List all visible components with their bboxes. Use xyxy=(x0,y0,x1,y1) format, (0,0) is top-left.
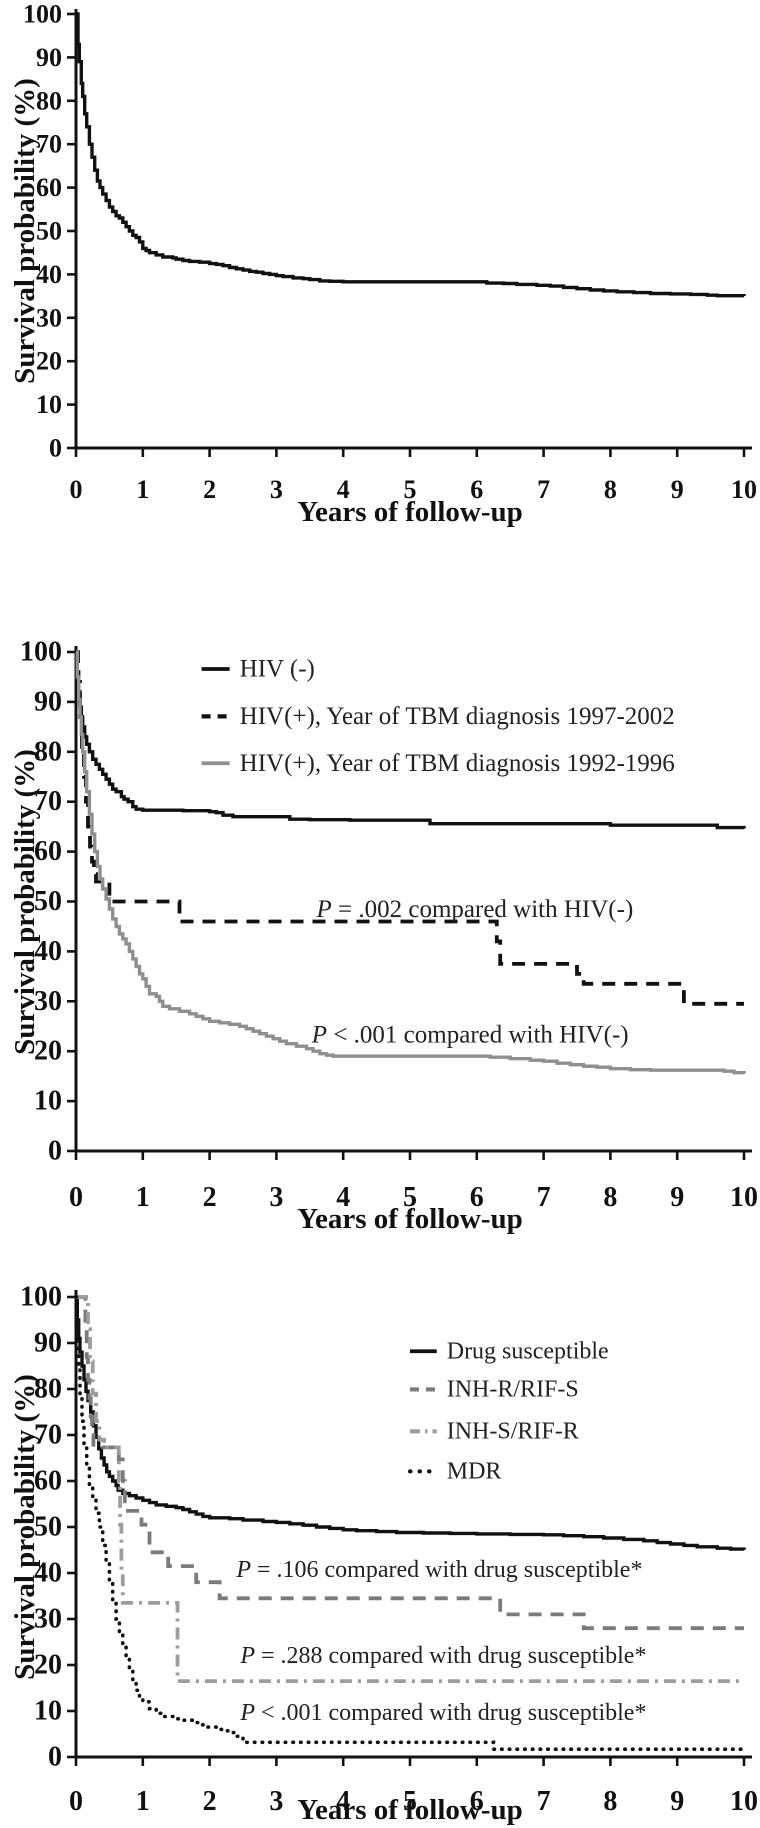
y-tick-label: 50 xyxy=(34,1512,62,1543)
x-tick-label: 8 xyxy=(603,1786,617,1817)
y-tick-label: 100 xyxy=(23,0,62,29)
y-tick-label: 80 xyxy=(34,736,62,767)
x-tick-label: 9 xyxy=(670,1786,684,1817)
series-hiv- xyxy=(75,650,746,830)
x-axis-title-panel3: Years of follow-up xyxy=(297,1794,523,1826)
y-tick-label: 70 xyxy=(34,786,62,817)
x-tick-label: 5 xyxy=(403,1786,417,1817)
y-tick-label: 10 xyxy=(34,1086,62,1117)
x-tick-label: 1 xyxy=(136,1786,150,1817)
legend-label: INH-S/RIF-R xyxy=(447,1418,579,1444)
legend-label: Drug susceptible xyxy=(447,1338,609,1364)
y-tick-label: 40 xyxy=(36,260,62,289)
y-tick-label: 0 xyxy=(48,1742,62,1773)
y-axis-title-panel3: Survival probability (%) xyxy=(9,1374,41,1680)
y-tick-label: 70 xyxy=(34,1420,62,1451)
x-tick-label: 7 xyxy=(537,1786,551,1817)
legend-label: HIV(+), Year of TBM diagnosis 1997-2002 xyxy=(240,703,675,730)
x-tick-label: 8 xyxy=(604,475,617,504)
y-tick-label: 0 xyxy=(48,1136,62,1167)
y-tick-label: 100 xyxy=(20,637,62,668)
y-tick-label: 30 xyxy=(36,303,62,332)
y-tick-label: 20 xyxy=(34,1036,62,1067)
y-axis-title-panel1: Survival probability (%) xyxy=(9,78,41,384)
x-tick-label: 1 xyxy=(136,475,149,504)
y-tick-label: 30 xyxy=(34,986,62,1017)
legend-label: HIV(+), Year of TBM diagnosis 1992-1996 xyxy=(240,750,675,777)
x-axis-title-panel1: Years of follow-up xyxy=(297,496,523,528)
x-tick-label: 7 xyxy=(537,1182,551,1213)
y-tick-label: 20 xyxy=(36,347,62,376)
y-tick-label: 90 xyxy=(34,1328,62,1359)
x-tick-label: 1 xyxy=(136,1182,150,1213)
survival-chart-hiv-status: 0 10 20 30 40 50 60 70 80 90 100 0 1 2 3 4 5 6 7 8 9 10 HIV (-… xyxy=(20,637,758,1214)
x-tick-label: 0 xyxy=(70,475,83,504)
y-tick-label: 80 xyxy=(34,1374,62,1405)
y-tick-label: 50 xyxy=(34,886,62,917)
legend-label: MDR xyxy=(447,1458,502,1484)
x-tick-label: 6 xyxy=(470,1182,484,1213)
y-tick-label: 90 xyxy=(34,686,62,717)
x-tick-label: 2 xyxy=(203,1182,217,1213)
legend-label: INH-R/RIF-S xyxy=(447,1376,579,1402)
y-tick-label: 90 xyxy=(36,43,62,72)
x-tick-label: 5 xyxy=(403,1182,417,1213)
y-tick-label: 40 xyxy=(34,936,62,967)
y-tick-label: 60 xyxy=(36,173,62,202)
y-tick-label: 30 xyxy=(34,1604,62,1635)
x-tick-label: 10 xyxy=(730,1182,758,1213)
y-tick-label: 60 xyxy=(34,836,62,867)
x-tick-label: 9 xyxy=(670,1182,684,1213)
x-tick-label: 10 xyxy=(730,1786,758,1817)
p-value-annotation: P = .002 compared with HIV(-) xyxy=(315,895,633,922)
y-axis-title-panel2: Survival probability (%) xyxy=(9,749,41,1055)
y-tick-label: 20 xyxy=(34,1650,62,1681)
y-tick-label: 10 xyxy=(36,390,62,419)
y-tick-label: 80 xyxy=(36,86,62,115)
x-tick-label: 0 xyxy=(69,1182,83,1213)
x-tick-label: 4 xyxy=(336,1786,350,1817)
series-all-patients xyxy=(76,12,746,298)
legend-label: HIV (-) xyxy=(240,655,315,682)
x-tick-label: 3 xyxy=(269,1182,283,1213)
p-value-annotation: P < .001 compared with HIV(-) xyxy=(311,1021,629,1048)
y-tick-label: 50 xyxy=(36,217,62,246)
x-tick-label: 4 xyxy=(336,1182,350,1213)
x-tick-label: 6 xyxy=(470,1786,484,1817)
p-value-annotation: P = .106 compared with drug susceptible* xyxy=(235,1557,642,1583)
x-tick-label: 6 xyxy=(470,475,483,504)
x-tick-label: 2 xyxy=(203,475,216,504)
survival-chart-overall: 0 10 20 30 40 50 60 70 80 90 100 0 1 2 3 4 5 6 7 8 9 10 xyxy=(23,0,757,504)
x-axis-title-panel2: Years of follow-up xyxy=(297,1203,523,1235)
x-tick-label: 3 xyxy=(269,1786,283,1817)
y-tick-label: 40 xyxy=(34,1558,62,1589)
y-tick-label: 70 xyxy=(36,130,62,159)
p-value-annotation: P < .001 compared with drug susceptible* xyxy=(239,1700,646,1726)
x-tick-label: 4 xyxy=(337,475,350,504)
x-tick-label: 7 xyxy=(537,475,550,504)
series-mdr xyxy=(74,1295,746,1752)
series-inh-s-rif-r xyxy=(76,1295,744,1683)
y-tick-label: 0 xyxy=(49,434,62,463)
x-tick-label: 2 xyxy=(203,1786,217,1817)
x-tick-label: 10 xyxy=(731,475,757,504)
p-value-annotation: P = .288 compared with drug susceptible* xyxy=(239,1643,646,1669)
series-inh-r-rif-s xyxy=(76,1295,744,1631)
series-hiv-year-of-tbm-diagnosis-1992-1996 xyxy=(75,650,746,1075)
y-tick-label: 60 xyxy=(34,1466,62,1497)
x-tick-label: 0 xyxy=(69,1786,83,1817)
x-tick-label: 9 xyxy=(671,475,684,504)
x-tick-label: 8 xyxy=(603,1182,617,1213)
y-tick-label: 10 xyxy=(34,1696,62,1727)
series-drug-susceptible xyxy=(75,1295,746,1551)
survival-chart-drug-resistance: 0 10 20 30 40 50 60 70 80 90 100 0 1 2 3 4 5 6 7 8 9 10 Drug s… xyxy=(20,1282,758,1818)
x-tick-label: 5 xyxy=(404,475,417,504)
y-tick-label: 100 xyxy=(20,1282,62,1313)
x-tick-label: 3 xyxy=(270,475,283,504)
